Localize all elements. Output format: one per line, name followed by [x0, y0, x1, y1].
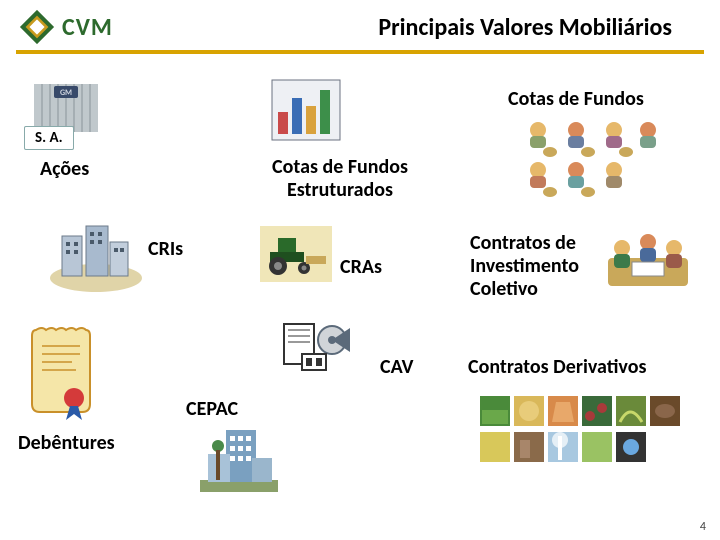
logo-text: CVM	[62, 13, 113, 42]
item-cotas-fundos: Cotas de Fundos	[508, 88, 644, 111]
svg-text:GM: GM	[60, 88, 72, 98]
item-cepac: CEPAC	[186, 398, 238, 421]
item-acoes: Ações	[40, 158, 89, 181]
header-bar: CVM Principais Valores Mobiliários	[0, 0, 720, 50]
chart-bars-icon	[270, 78, 342, 147]
item-cris: CRIs	[148, 238, 183, 261]
office-building-icon	[200, 424, 278, 497]
header-rule	[16, 50, 704, 54]
page-title: Principais Valores Mobiliários	[378, 13, 672, 42]
media-icon	[280, 312, 358, 385]
page-number: 4	[700, 520, 706, 534]
item-investimento-coletivo: Contratos de Investimento Coletivo	[470, 232, 600, 301]
people-grid-icon	[520, 116, 660, 205]
tractor-icon	[260, 226, 332, 287]
meeting-icon	[604, 226, 692, 303]
item-debentures: Debêntures	[18, 432, 115, 455]
item-cotas-estruturados: Cotas de Fundos Estruturados	[250, 156, 430, 202]
city-buildings-icon	[48, 218, 144, 301]
item-cras: CRAs	[340, 256, 382, 279]
item-cav: CAV	[380, 356, 414, 379]
item-contratos-derivativos: Contratos Derivativos	[468, 356, 646, 379]
commodity-tiles-icon	[478, 394, 684, 479]
cvm-logo: CVM	[18, 8, 113, 46]
infographic-content: GM S. A. Ações Cotas de Fundos Estrutura…	[0, 60, 720, 528]
certificate-icon	[26, 326, 96, 427]
sa-badge: S. A.	[24, 126, 74, 150]
